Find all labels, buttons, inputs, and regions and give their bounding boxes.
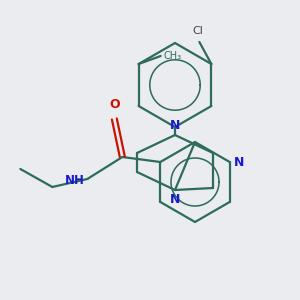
Text: NH: NH <box>64 175 84 188</box>
Text: CH₃: CH₃ <box>164 51 182 61</box>
Text: O: O <box>109 98 120 111</box>
Text: Cl: Cl <box>192 26 203 36</box>
Text: N: N <box>234 155 244 169</box>
Text: N: N <box>170 119 180 132</box>
Text: N: N <box>170 193 180 206</box>
